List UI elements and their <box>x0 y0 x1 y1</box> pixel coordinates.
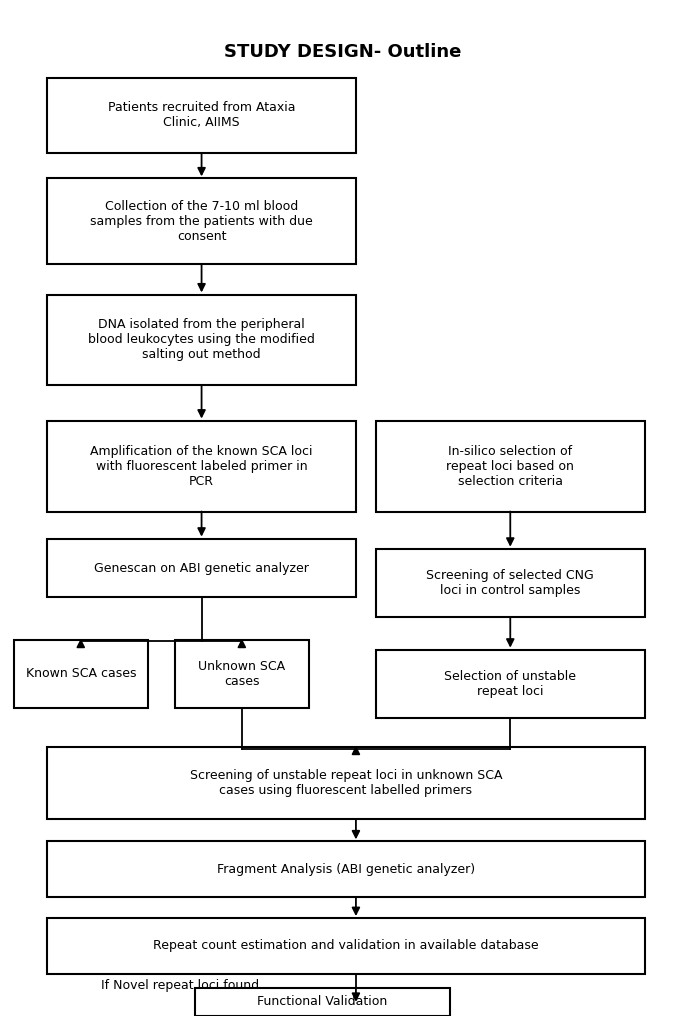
Text: Genescan on ABI genetic analyzer: Genescan on ABI genetic analyzer <box>94 562 309 575</box>
Text: Functional Validation: Functional Validation <box>258 995 388 1009</box>
FancyBboxPatch shape <box>376 650 645 718</box>
FancyBboxPatch shape <box>47 919 645 974</box>
Text: In-silico selection of
repeat loci based on
selection criteria: In-silico selection of repeat loci based… <box>447 445 574 488</box>
FancyBboxPatch shape <box>47 78 356 153</box>
FancyBboxPatch shape <box>14 639 148 708</box>
Text: Amplification of the known SCA loci
with fluorescent labeled primer in
PCR: Amplification of the known SCA loci with… <box>90 445 313 488</box>
Text: Screening of selected CNG
loci in control samples: Screening of selected CNG loci in contro… <box>426 569 594 597</box>
FancyBboxPatch shape <box>47 420 356 512</box>
Text: Repeat count estimation and validation in available database: Repeat count estimation and validation i… <box>153 939 538 952</box>
Text: STUDY DESIGN- Outline: STUDY DESIGN- Outline <box>224 43 461 61</box>
Text: Collection of the 7-10 ml blood
samples from the patients with due
consent: Collection of the 7-10 ml blood samples … <box>90 199 313 242</box>
FancyBboxPatch shape <box>376 548 645 618</box>
Text: Unknown SCA
cases: Unknown SCA cases <box>198 660 286 687</box>
FancyBboxPatch shape <box>47 747 645 819</box>
Text: Screening of unstable repeat loci in unknown SCA
cases using fluorescent labelle: Screening of unstable repeat loci in unk… <box>190 769 502 797</box>
Text: Fragment Analysis (ABI genetic analyzer): Fragment Analysis (ABI genetic analyzer) <box>216 862 475 876</box>
Text: Patients recruited from Ataxia
Clinic, AIIMS: Patients recruited from Ataxia Clinic, A… <box>108 101 295 130</box>
Text: DNA isolated from the peripheral
blood leukocytes using the modified
salting out: DNA isolated from the peripheral blood l… <box>88 318 315 361</box>
FancyBboxPatch shape <box>47 539 356 597</box>
FancyBboxPatch shape <box>47 178 356 264</box>
Text: Known SCA cases: Known SCA cases <box>25 667 136 680</box>
FancyBboxPatch shape <box>376 420 645 512</box>
FancyBboxPatch shape <box>195 988 450 1016</box>
Text: If Novel repeat loci found: If Novel repeat loci found <box>101 979 259 992</box>
FancyBboxPatch shape <box>47 295 356 386</box>
FancyBboxPatch shape <box>47 842 645 897</box>
Text: Selection of unstable
repeat loci: Selection of unstable repeat loci <box>445 670 576 698</box>
FancyBboxPatch shape <box>175 639 309 708</box>
